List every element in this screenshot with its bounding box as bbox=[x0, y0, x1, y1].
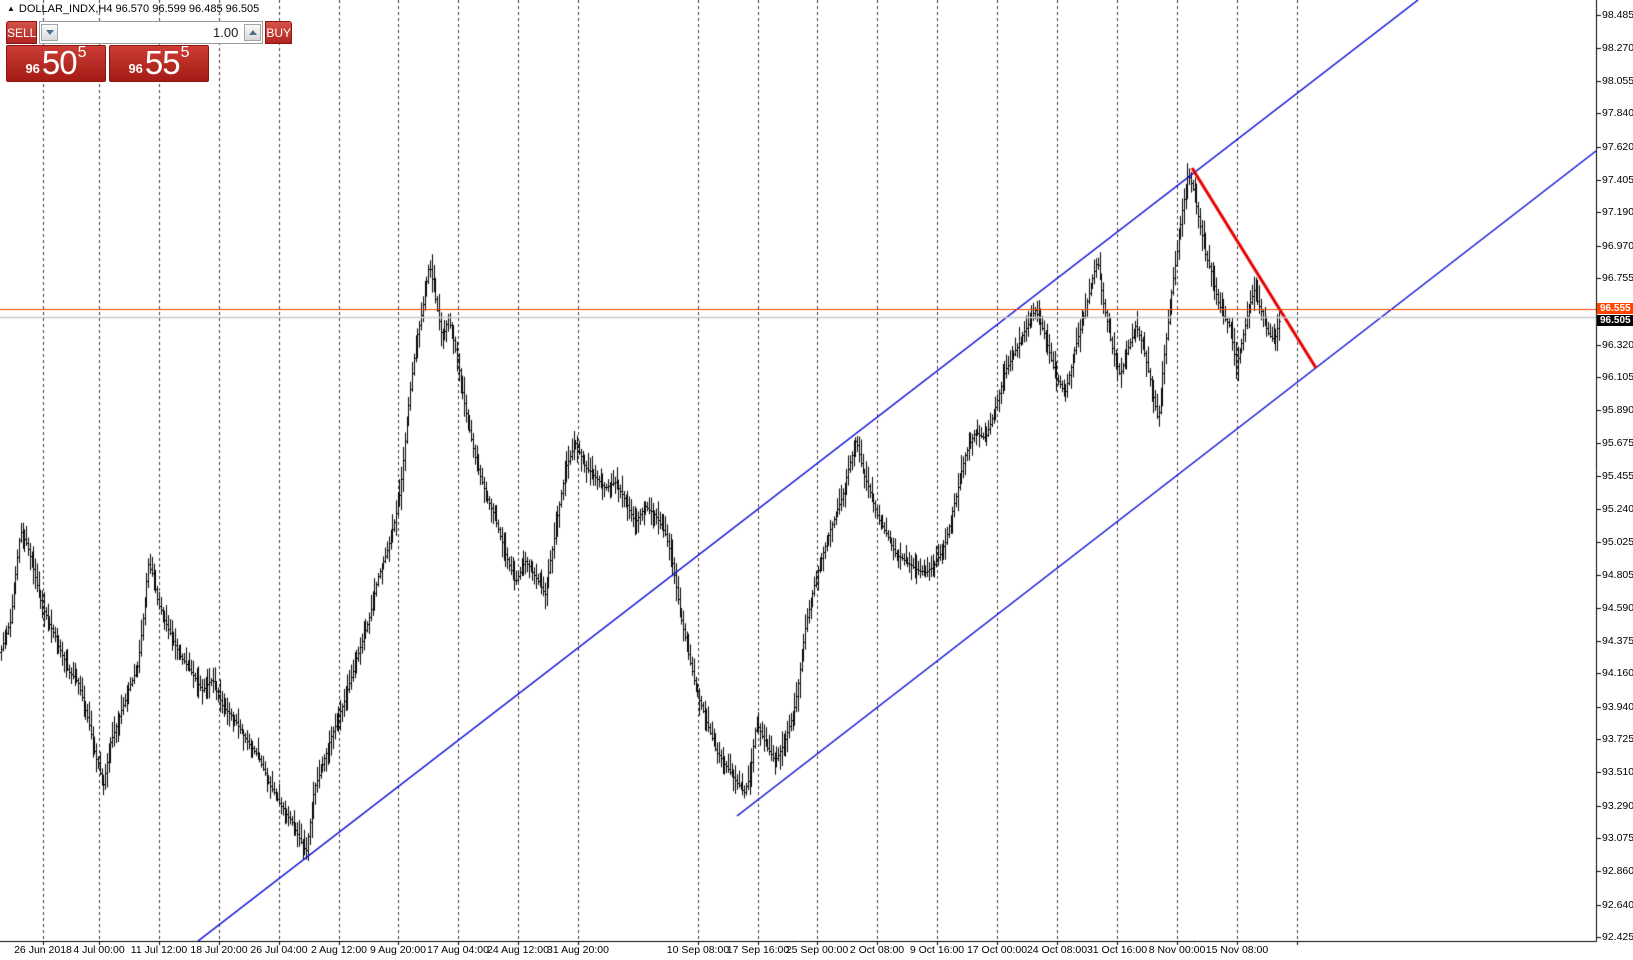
symbol-ohlc-text: DOLLAR_INDX,H4 96.570 96.599 96.485 96.5… bbox=[18, 3, 260, 15]
bid-price-tag: 96.505 bbox=[1597, 315, 1633, 326]
sell-button[interactable]: SELL bbox=[6, 21, 38, 44]
sell-price-sup: 5 bbox=[77, 44, 87, 61]
sell-price-display[interactable]: 96 50 5 bbox=[6, 44, 106, 82]
buy-price-prefix: 96 bbox=[128, 61, 143, 76]
buy-button[interactable]: BUY bbox=[265, 21, 293, 44]
sell-price-big: 50 bbox=[41, 44, 78, 81]
buy-price-display[interactable]: 96 55 5 bbox=[109, 44, 209, 82]
volume-input[interactable] bbox=[60, 23, 243, 42]
chart-title: ▲ DOLLAR_INDX,H4 96.570 96.599 96.485 96.… bbox=[7, 3, 259, 15]
sell-price-prefix: 96 bbox=[25, 61, 40, 76]
volume-stepper bbox=[39, 21, 264, 44]
volume-increase-button[interactable] bbox=[244, 24, 262, 41]
volume-decrease-button[interactable] bbox=[41, 24, 59, 41]
buy-price-big: 55 bbox=[144, 44, 181, 81]
ask-price-tag: 96.555 bbox=[1597, 303, 1633, 315]
chevron-up-icon bbox=[248, 30, 257, 35]
chevron-down-icon bbox=[45, 30, 54, 35]
chart-marker-icon: ▲ bbox=[7, 4, 15, 13]
buy-price-sup: 5 bbox=[180, 44, 190, 61]
